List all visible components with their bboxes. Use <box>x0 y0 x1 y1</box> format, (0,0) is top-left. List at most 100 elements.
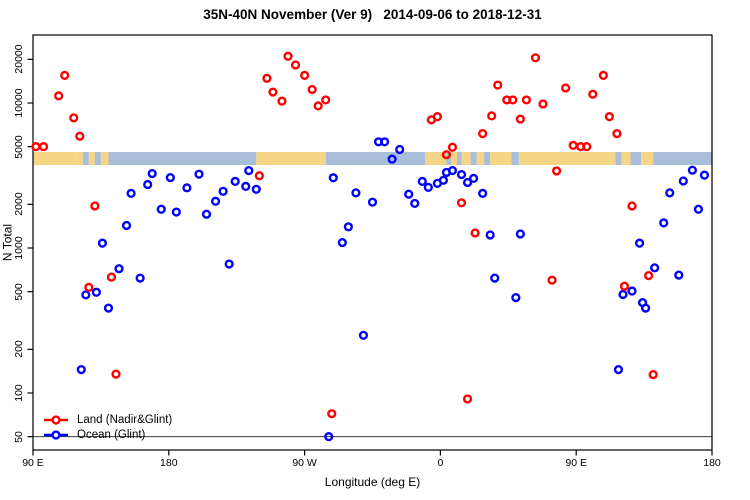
data-point-land <box>547 275 557 285</box>
data-point-land <box>515 114 525 124</box>
data-point-land <box>321 95 331 105</box>
map-strip-ocean <box>108 152 257 165</box>
map-strip-ocean <box>325 152 426 165</box>
y-tick-label: 100 <box>13 384 25 402</box>
data-point-land <box>327 409 337 419</box>
data-point-ocean <box>76 365 86 375</box>
data-point-ocean <box>687 165 697 175</box>
data-point-land <box>604 112 614 122</box>
data-point-ocean <box>456 169 467 180</box>
legend-swatch-land <box>44 414 68 425</box>
y-tick-label: 2000 <box>13 192 25 217</box>
data-point-ocean <box>674 270 684 280</box>
data-point-ocean <box>410 198 420 209</box>
chart-title: 35N-40N November (Ver 9) 2014-09-06 to 2… <box>203 7 542 22</box>
legend-marker-ocean-icon <box>51 429 61 440</box>
data-point-land <box>262 73 272 83</box>
data-point-land <box>462 394 473 404</box>
map-strip-land <box>461 152 471 165</box>
data-point-ocean <box>447 165 458 176</box>
data-point-ocean <box>324 432 334 442</box>
data-point-land <box>313 101 323 111</box>
map-strip-land <box>425 152 447 165</box>
map-strip-ocean <box>630 152 642 165</box>
data-point-land <box>588 89 598 99</box>
data-point-ocean <box>194 169 204 179</box>
data-point-land <box>38 142 49 152</box>
data-point-ocean <box>468 173 479 183</box>
data-point-ocean <box>224 259 234 269</box>
data-point-land <box>470 228 480 238</box>
y-tick-label: 1000 <box>13 236 25 260</box>
data-point-ocean <box>511 292 521 303</box>
x-tick-label: 180 <box>703 457 721 469</box>
map-strip-land <box>641 152 654 165</box>
data-point-ocean <box>91 287 101 297</box>
y-tick-label: 5000 <box>13 134 25 159</box>
data-point-land <box>277 96 287 106</box>
data-point-ocean <box>515 229 525 239</box>
x-tick-label: 90 E <box>565 457 587 469</box>
data-point-land <box>447 142 458 152</box>
map-strip-ocean <box>94 152 101 165</box>
data-point-ocean <box>337 237 347 248</box>
data-point-ocean <box>478 188 488 198</box>
data-point-land <box>456 198 467 208</box>
map-strip-ocean <box>470 152 477 165</box>
map-strip-land <box>256 152 326 165</box>
data-point-ocean <box>126 188 136 198</box>
map-strip-land <box>490 152 512 165</box>
data-point-ocean <box>135 273 145 283</box>
data-point-ocean <box>241 181 251 191</box>
data-point-land <box>111 369 121 379</box>
map-strip-land <box>33 152 76 165</box>
data-point-ocean <box>678 176 688 186</box>
map-strip-land <box>88 152 95 165</box>
y-axis-title: N Total <box>0 223 15 262</box>
y-tick-label: 50 <box>13 430 25 443</box>
data-point-land <box>54 91 64 101</box>
map-strip-land <box>75 152 83 165</box>
data-point-ocean <box>201 209 212 219</box>
data-point-land <box>75 131 85 141</box>
data-point-ocean <box>462 177 473 188</box>
data-point-land <box>487 111 497 121</box>
data-point-land <box>441 150 452 160</box>
data-point-ocean <box>485 230 495 240</box>
y-tick-label: 200 <box>13 340 25 359</box>
x-axis-title: Longitude (deg E) <box>324 475 421 489</box>
data-point-land <box>254 171 264 181</box>
map-strip-ocean <box>511 152 519 165</box>
data-point-land <box>106 272 117 282</box>
legend-label-ocean: Ocean (Glint) <box>77 428 146 441</box>
map-strip-ocean <box>484 152 491 165</box>
map-strip-land <box>476 152 485 165</box>
x-tick-label: 0 <box>437 457 444 469</box>
data-point-land <box>90 201 100 211</box>
data-point-ocean <box>121 220 132 231</box>
data-point-ocean <box>417 176 427 186</box>
data-point-ocean <box>613 365 624 375</box>
data-point-ocean <box>665 188 675 198</box>
data-point-land <box>598 70 608 81</box>
legend-item-ocean: Ocean (Glint) <box>44 427 172 442</box>
data-point-ocean <box>699 170 710 180</box>
data-point-land <box>69 113 79 123</box>
data-point-land <box>644 271 654 281</box>
data-point-land <box>31 142 41 152</box>
data-point-land <box>627 201 637 211</box>
map-strip-ocean <box>653 152 712 165</box>
x-tick-label: 90 W <box>292 457 317 469</box>
map-strip-ocean <box>456 152 462 165</box>
data-point-ocean <box>97 238 108 248</box>
y-tick-label: 500 <box>13 282 25 301</box>
data-point-ocean <box>379 137 390 147</box>
data-point-land <box>612 129 622 139</box>
legend-marker-land-icon <box>51 414 61 425</box>
data-point-ocean <box>156 204 166 214</box>
data-point-ocean <box>659 218 669 228</box>
data-point-ocean <box>182 183 192 193</box>
data-point-land <box>508 95 518 105</box>
data-point-land <box>283 51 293 61</box>
